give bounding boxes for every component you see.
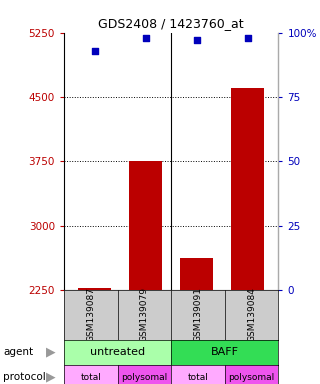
Text: polysomal: polysomal [121,373,168,382]
Point [245,35,250,41]
Text: GSM139084: GSM139084 [247,288,256,342]
Point [143,35,148,41]
Text: total: total [188,373,208,382]
Text: polysomal: polysomal [228,373,275,382]
Text: total: total [80,373,101,382]
Title: GDS2408 / 1423760_at: GDS2408 / 1423760_at [98,17,244,30]
Text: protocol: protocol [3,372,46,382]
Text: GSM139091: GSM139091 [194,287,203,343]
Bar [78,288,111,290]
Text: ▶: ▶ [46,346,56,359]
Text: BAFF: BAFF [211,347,239,358]
Text: untreated: untreated [90,347,145,358]
Bar [129,161,162,290]
Point [92,48,97,54]
Text: agent: agent [3,347,33,358]
Bar [180,258,213,290]
Bar [231,88,264,290]
Text: GSM139087: GSM139087 [86,287,95,343]
Text: GSM139079: GSM139079 [140,287,149,343]
Point [194,37,199,43]
Text: ▶: ▶ [46,371,56,384]
